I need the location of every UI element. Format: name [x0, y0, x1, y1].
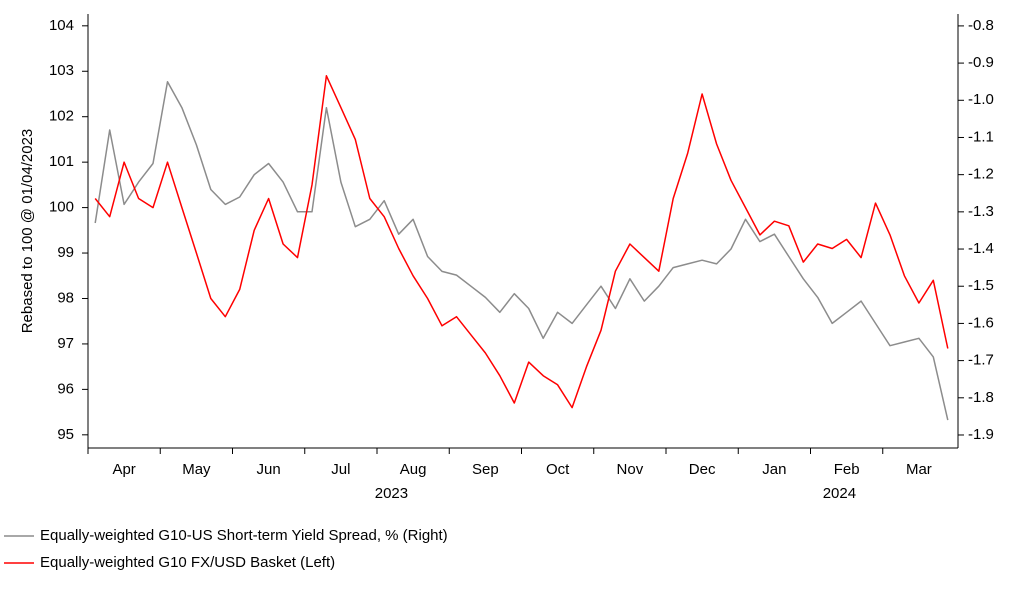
x-tick-label: Jul: [331, 461, 350, 478]
x-tick-label: May: [182, 461, 211, 478]
x-tick-label: Mar: [906, 461, 932, 478]
y2-tick-label: -1.5: [968, 277, 994, 294]
x-tick-label: Jan: [762, 461, 786, 478]
x-tick-label: Jun: [257, 461, 281, 478]
y-tick-label: 102: [49, 108, 74, 125]
x-tick-label: Feb: [834, 461, 860, 478]
y2-tick-label: -1.3: [968, 203, 994, 220]
y-axis-label: Rebased to 100 @ 01/04/2023: [19, 129, 36, 334]
y-tick-label: 104: [49, 17, 74, 34]
y2-tick-label: -1.7: [968, 352, 994, 369]
y2-tick-label: -1.0: [968, 91, 994, 108]
y-tick-label: 103: [49, 62, 74, 79]
y2-tick-label: -1.9: [968, 426, 994, 443]
x-tick-label: Sep: [472, 461, 499, 478]
y2-tick-label: -0.8: [968, 17, 994, 34]
y-tick-label: 101: [49, 153, 74, 170]
y-tick-label: 97: [57, 335, 74, 352]
y2-tick-label: -1.4: [968, 240, 994, 257]
y2-tick-label: -0.9: [968, 54, 994, 71]
legend-label: Equally-weighted G10 FX/USD Basket (Left…: [40, 554, 335, 571]
x-tick-label: Nov: [617, 461, 644, 478]
y2-tick-label: -1.6: [968, 314, 994, 331]
y-tick-label: 99: [57, 244, 74, 261]
y-tick-label: 95: [57, 426, 74, 443]
series-line: [94, 75, 949, 409]
legend-label: Equally-weighted G10-US Short-term Yield…: [40, 527, 448, 544]
x-tick-label: Apr: [112, 461, 135, 478]
x-group-label: 2023: [375, 485, 408, 502]
x-tick-label: Aug: [400, 461, 427, 478]
y2-tick-label: -1.8: [968, 389, 994, 406]
y-tick-label: 100: [49, 199, 74, 216]
x-tick-label: Dec: [689, 461, 716, 478]
y2-tick-label: -1.2: [968, 166, 994, 183]
y2-tick-label: -1.1: [968, 128, 994, 145]
x-group-label: 2024: [823, 485, 856, 502]
y-tick-label: 96: [57, 380, 74, 397]
x-tick-label: Oct: [546, 461, 570, 478]
y-tick-label: 98: [57, 289, 74, 306]
series-line: [94, 80, 949, 421]
